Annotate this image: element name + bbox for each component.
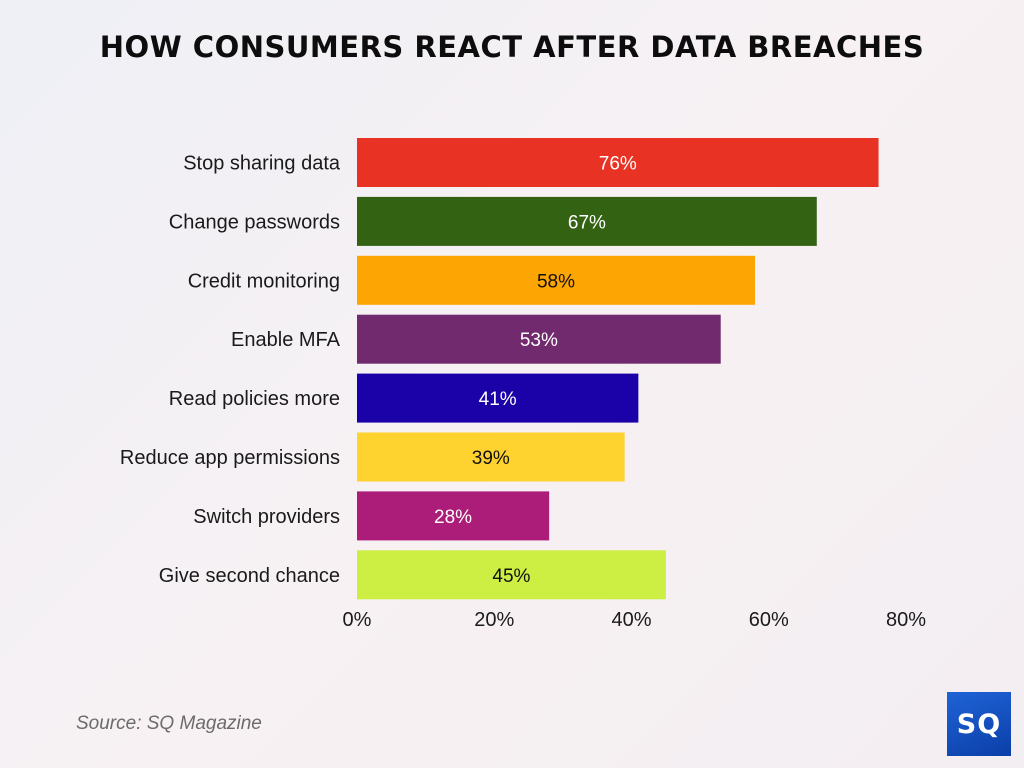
sq-logo: SQ	[947, 692, 1011, 756]
bar	[357, 138, 879, 187]
bar	[357, 314, 721, 364]
data-label: 39%	[472, 448, 510, 469]
data-label: 53%	[520, 330, 558, 351]
data-label: 58%	[537, 271, 575, 292]
bar	[357, 196, 817, 246]
bar	[357, 550, 666, 600]
category-label: Credit monitoring	[188, 270, 340, 292]
bar	[357, 432, 625, 482]
category-label: Change passwords	[169, 211, 340, 233]
source-note: Source: SQ Magazine	[76, 713, 262, 734]
x-tick-label: 60%	[749, 609, 789, 631]
x-tick-label: 80%	[886, 609, 926, 631]
category-label: Stop sharing data	[183, 153, 341, 175]
data-label: 67%	[568, 212, 606, 233]
data-label: 76%	[599, 154, 637, 175]
category-label: Give second chance	[159, 565, 340, 587]
data-label: 41%	[479, 389, 517, 410]
x-tick-label: 40%	[611, 609, 651, 631]
category-label: Reduce app permissions	[120, 447, 340, 469]
category-label: Switch providers	[193, 506, 340, 528]
category-label: Enable MFA	[231, 329, 341, 351]
bar	[357, 491, 550, 541]
category-label: Read policies more	[169, 388, 340, 410]
x-tick-label: 0%	[343, 609, 372, 631]
bar	[357, 255, 756, 305]
data-label: 28%	[434, 507, 472, 528]
x-tick-label: 20%	[474, 609, 514, 631]
chart-title: HOW CONSUMERS REACT AFTER DATA BREACHES	[99, 30, 925, 64]
bar	[357, 373, 639, 423]
data-label: 45%	[492, 566, 530, 587]
